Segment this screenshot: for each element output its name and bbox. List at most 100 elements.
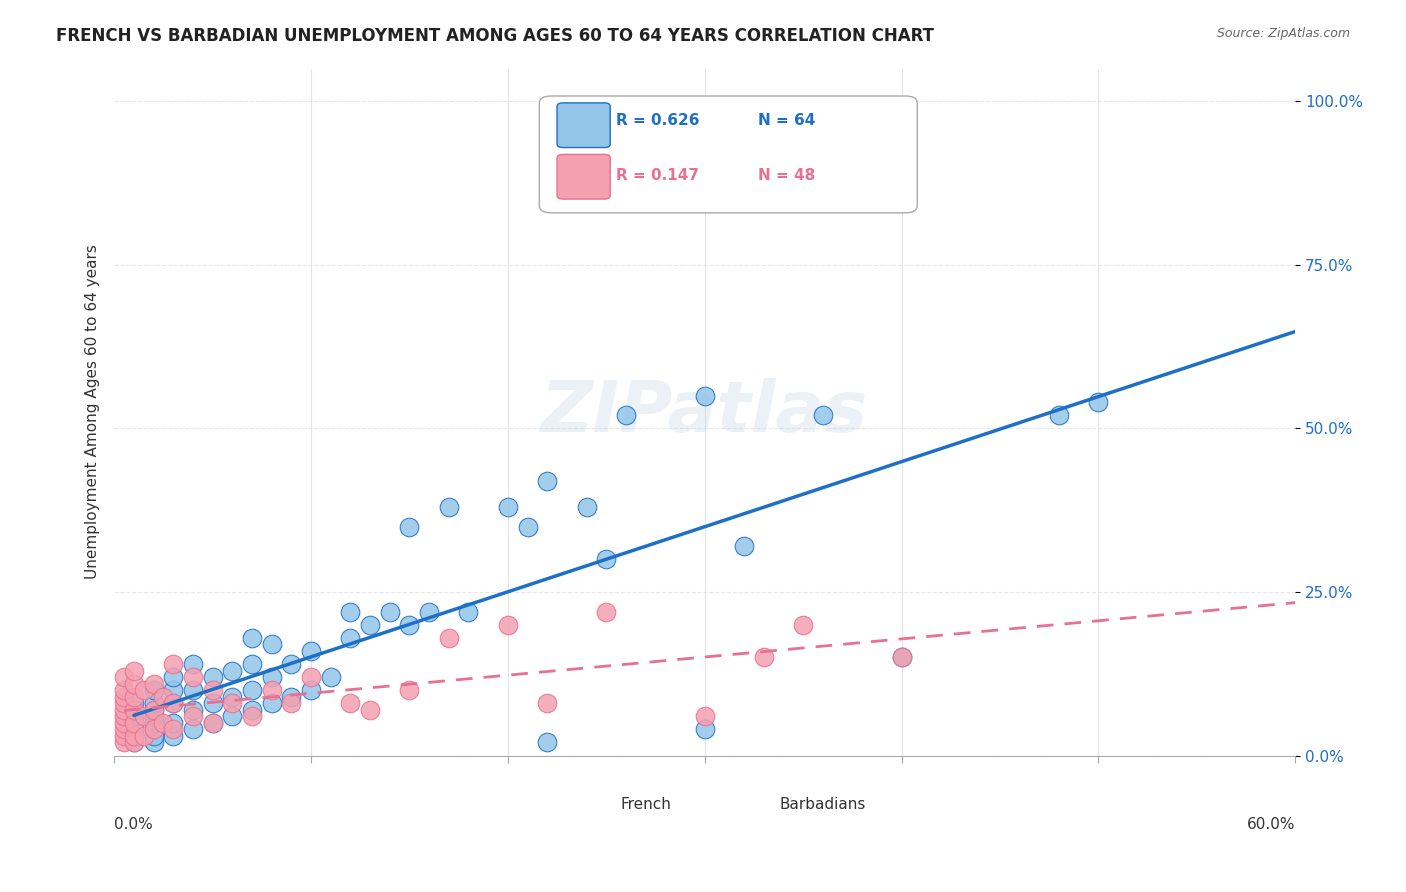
Point <box>339 631 361 645</box>
Point <box>112 670 135 684</box>
Point <box>536 474 558 488</box>
Point <box>693 709 716 723</box>
Point <box>122 690 145 704</box>
Point <box>162 729 184 743</box>
Point <box>162 683 184 698</box>
Point <box>240 683 263 698</box>
Point <box>437 631 460 645</box>
Point <box>181 670 204 684</box>
Point <box>181 657 204 671</box>
Y-axis label: Unemployment Among Ages 60 to 64 years: Unemployment Among Ages 60 to 64 years <box>86 244 100 580</box>
Point <box>122 735 145 749</box>
Point <box>112 735 135 749</box>
Point <box>536 696 558 710</box>
Point <box>693 389 716 403</box>
Point <box>595 552 617 566</box>
Point <box>733 539 755 553</box>
Point <box>112 709 135 723</box>
Point <box>280 690 302 704</box>
Point <box>181 703 204 717</box>
Text: Barbadians: Barbadians <box>779 797 866 812</box>
Point <box>122 664 145 678</box>
Point <box>496 617 519 632</box>
Point <box>614 409 637 423</box>
Point <box>280 657 302 671</box>
Point <box>299 644 322 658</box>
Point <box>240 631 263 645</box>
Point <box>122 703 145 717</box>
Point <box>112 690 135 704</box>
Point <box>890 650 912 665</box>
Point <box>122 715 145 730</box>
Text: R = 0.147: R = 0.147 <box>616 168 699 183</box>
Point <box>142 729 165 743</box>
FancyBboxPatch shape <box>557 103 610 147</box>
Point <box>112 683 135 698</box>
Point <box>142 723 165 737</box>
Point <box>595 605 617 619</box>
Point <box>1087 395 1109 409</box>
Point <box>122 729 145 743</box>
Point <box>240 657 263 671</box>
FancyBboxPatch shape <box>540 96 917 213</box>
Point <box>162 696 184 710</box>
FancyBboxPatch shape <box>557 154 610 199</box>
Point <box>752 650 775 665</box>
Point <box>162 723 184 737</box>
Text: 0.0%: 0.0% <box>114 817 153 832</box>
Point <box>112 703 135 717</box>
Point <box>811 409 834 423</box>
Text: French: French <box>620 797 671 812</box>
Point <box>398 519 420 533</box>
Point <box>142 715 165 730</box>
Point <box>890 650 912 665</box>
Point <box>280 696 302 710</box>
Point <box>398 683 420 698</box>
Point <box>132 709 155 723</box>
Text: Source: ZipAtlas.com: Source: ZipAtlas.com <box>1216 27 1350 40</box>
Point <box>122 723 145 737</box>
Point <box>142 676 165 690</box>
Text: ZIPatlas: ZIPatlas <box>541 377 869 447</box>
Point <box>299 670 322 684</box>
Point <box>575 500 598 514</box>
Point <box>437 500 460 514</box>
Point <box>122 703 145 717</box>
FancyBboxPatch shape <box>763 779 800 809</box>
Point <box>359 703 381 717</box>
Point <box>162 670 184 684</box>
Point <box>181 723 204 737</box>
Point <box>201 683 224 698</box>
Point <box>536 735 558 749</box>
Point <box>260 683 283 698</box>
Text: FRENCH VS BARBADIAN UNEMPLOYMENT AMONG AGES 60 TO 64 YEARS CORRELATION CHART: FRENCH VS BARBADIAN UNEMPLOYMENT AMONG A… <box>56 27 934 45</box>
Point <box>260 670 283 684</box>
Point <box>142 703 165 717</box>
Point <box>792 617 814 632</box>
Point <box>319 670 342 684</box>
Point <box>339 605 361 619</box>
Point <box>112 696 135 710</box>
Point <box>457 605 479 619</box>
Point <box>112 723 135 737</box>
Point <box>201 670 224 684</box>
Point <box>418 605 440 619</box>
Point <box>142 703 165 717</box>
Point <box>122 715 145 730</box>
Point <box>181 683 204 698</box>
Point <box>339 696 361 710</box>
Point <box>240 703 263 717</box>
Point <box>693 723 716 737</box>
Point <box>122 729 145 743</box>
Point <box>162 715 184 730</box>
Point <box>221 696 243 710</box>
Point <box>142 709 165 723</box>
Point <box>162 657 184 671</box>
Point <box>260 637 283 651</box>
Point <box>299 683 322 698</box>
Point <box>516 519 538 533</box>
Text: R = 0.626: R = 0.626 <box>616 112 700 128</box>
Text: N = 48: N = 48 <box>758 168 815 183</box>
Point <box>132 683 155 698</box>
Point <box>260 696 283 710</box>
